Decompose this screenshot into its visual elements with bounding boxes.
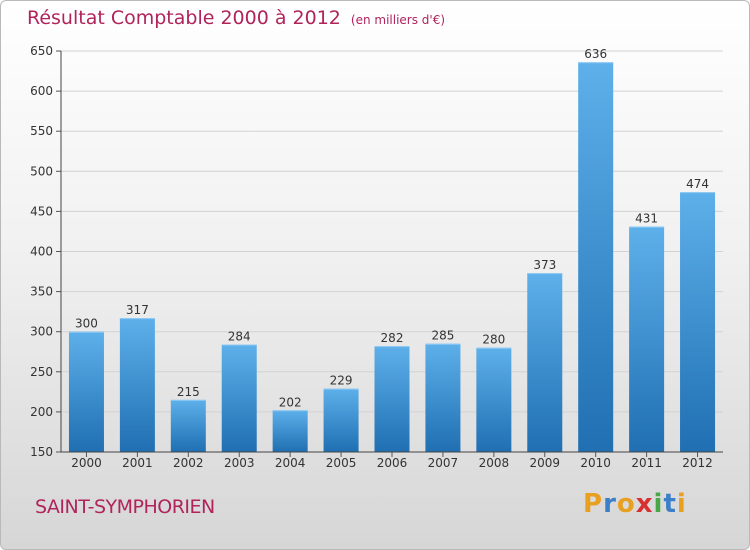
- data-label: 215: [177, 385, 200, 399]
- y-tick-label: 400: [30, 245, 53, 259]
- bar: [170, 399, 206, 452]
- y-tick-label: 600: [30, 84, 53, 98]
- data-label: 431: [635, 212, 658, 226]
- bar: [527, 273, 563, 452]
- y-tick-label: 350: [30, 285, 53, 299]
- chart-title: Résultat Comptable 2000 à 2012 (en millie…: [27, 7, 445, 29]
- bars: [68, 62, 716, 453]
- data-label: 202: [279, 395, 302, 409]
- x-tick-label: 2000: [71, 456, 102, 470]
- bar: [68, 331, 104, 452]
- x-tick-label: 2007: [428, 456, 459, 470]
- logo-letter: r: [603, 489, 617, 519]
- bar: [119, 318, 155, 452]
- axes: 150 200 250 300 350 400 450 500 550 600 650 2000 200…: [30, 44, 723, 470]
- data-label: 300: [75, 317, 98, 331]
- bar: [374, 346, 410, 452]
- logo-letter: t: [663, 489, 677, 519]
- bar: [272, 410, 308, 452]
- x-tick-label: 2005: [326, 456, 357, 470]
- bar: [425, 343, 461, 452]
- logo-letter: i: [653, 489, 664, 519]
- x-tick-label: 2001: [122, 456, 153, 470]
- x-tick-label: 2010: [580, 456, 611, 470]
- city-name: SAINT-SYMPHORIEN: [35, 496, 215, 518]
- x-tick-label: 2002: [173, 456, 204, 470]
- bar: [680, 192, 716, 453]
- x-tick-label: 2012: [682, 456, 713, 470]
- y-tick-label: 500: [30, 164, 53, 178]
- logo-letter: P: [583, 489, 604, 519]
- bar: [476, 347, 512, 452]
- x-tick-label: 2003: [224, 456, 255, 470]
- data-label: 282: [381, 331, 404, 345]
- y-tick-label: 250: [30, 365, 53, 379]
- y-tick-label: 550: [30, 124, 53, 138]
- data-label: 284: [228, 330, 251, 344]
- bar: [221, 344, 257, 452]
- logo-letter: x: [635, 489, 654, 519]
- data-label: 373: [533, 258, 556, 272]
- x-tick-label: 2009: [529, 456, 560, 470]
- bar: [578, 62, 614, 453]
- labels: 300 317 215 284 202 229 282 285 280 373 636 431 474: [75, 47, 709, 409]
- logo-letter: o: [616, 489, 636, 519]
- data-label: 280: [482, 333, 505, 347]
- data-label: 229: [330, 374, 353, 388]
- data-label: 285: [431, 329, 454, 343]
- x-tick-label: 2004: [275, 456, 306, 470]
- y-tick-label: 200: [30, 405, 53, 419]
- x-tick-label: 2011: [631, 456, 662, 470]
- y-tick-label: 300: [30, 325, 53, 339]
- bar: [323, 388, 359, 452]
- data-label: 317: [126, 303, 149, 317]
- x-tick-label: 2008: [479, 456, 510, 470]
- title-text: Résultat Comptable 2000 à 2012: [27, 7, 341, 29]
- proxiti-logo: Proxiti: [583, 489, 687, 519]
- y-tick-label: 650: [30, 44, 53, 58]
- data-label: 636: [584, 47, 607, 61]
- bar: [629, 226, 665, 452]
- logo-letter: i: [676, 489, 687, 519]
- data-label: 474: [686, 177, 709, 191]
- y-tick-label: 450: [30, 204, 53, 218]
- x-tick-label: 2006: [377, 456, 408, 470]
- y-tick-label: 150: [30, 445, 53, 459]
- title-unit: (en milliers d'€): [350, 13, 446, 27]
